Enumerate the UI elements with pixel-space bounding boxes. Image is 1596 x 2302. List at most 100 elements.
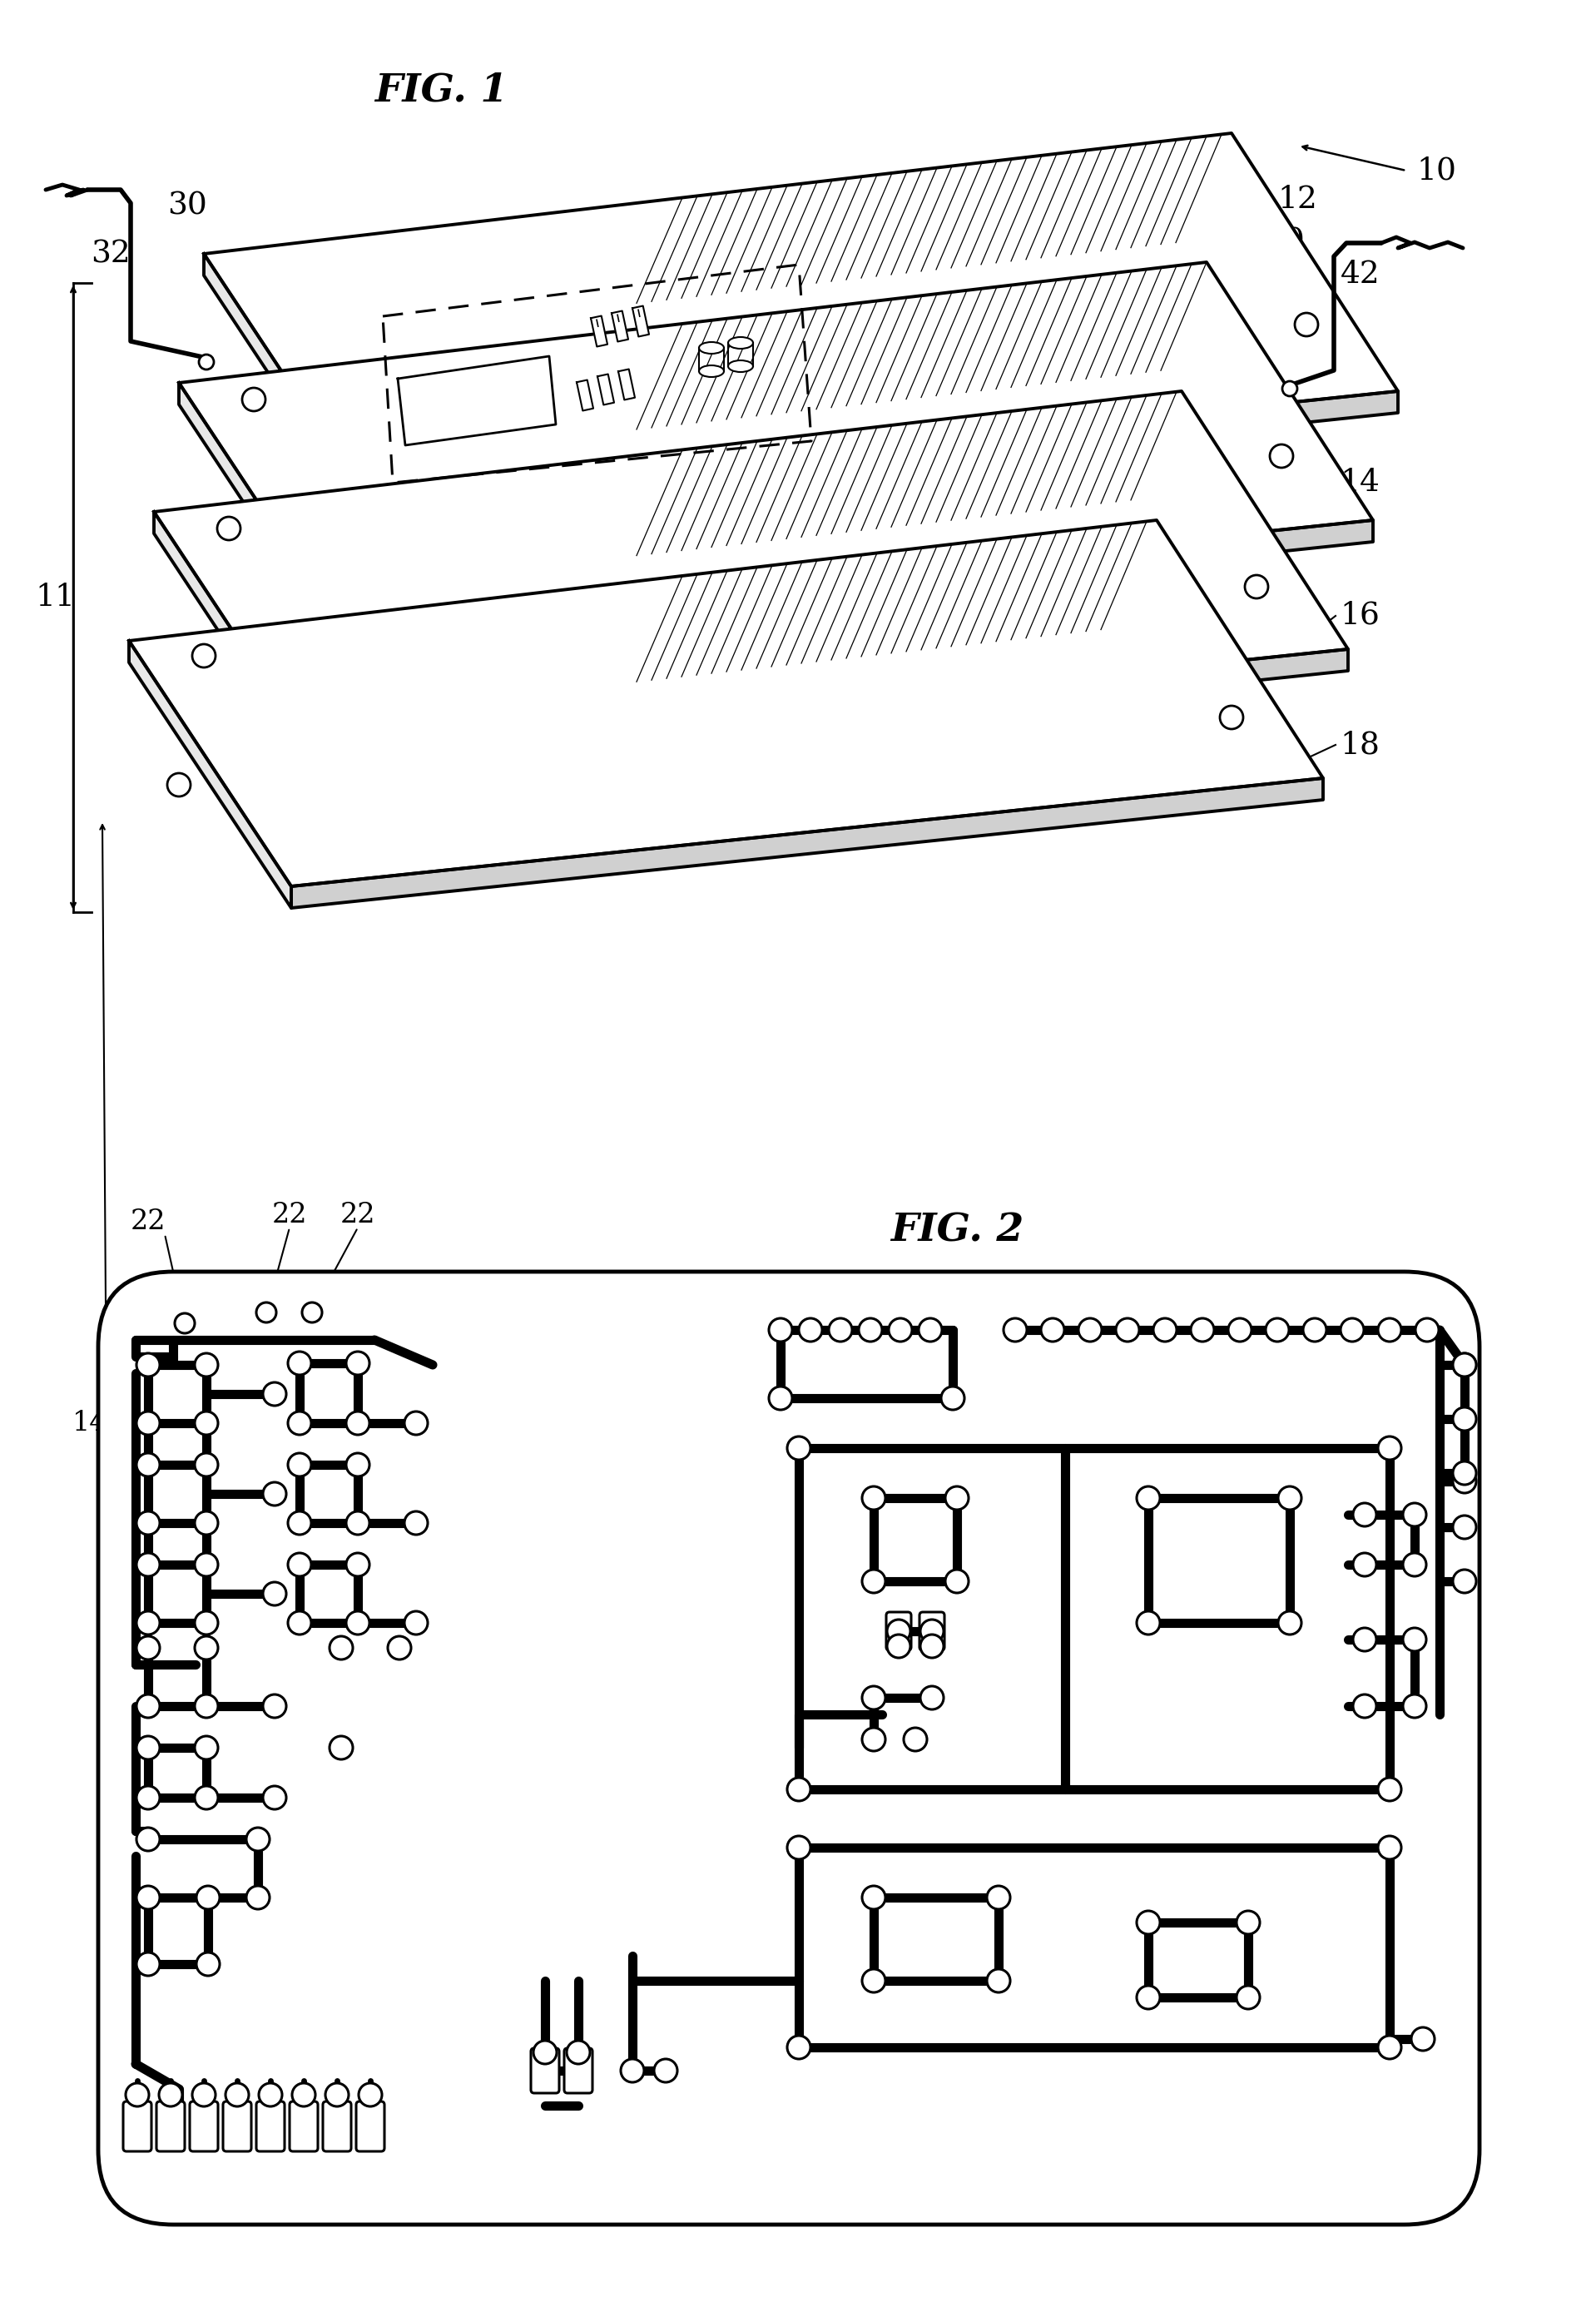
Circle shape — [1229, 1319, 1251, 1342]
FancyBboxPatch shape — [322, 2102, 351, 2152]
FancyBboxPatch shape — [257, 2102, 284, 2152]
Circle shape — [404, 1611, 428, 1634]
FancyBboxPatch shape — [919, 1611, 945, 1651]
Circle shape — [160, 2083, 182, 2106]
Circle shape — [346, 1453, 369, 1476]
Circle shape — [1403, 1554, 1427, 1577]
Circle shape — [243, 387, 265, 412]
Circle shape — [259, 2083, 282, 2106]
Circle shape — [137, 1885, 160, 1908]
Ellipse shape — [699, 366, 725, 378]
FancyBboxPatch shape — [886, 1611, 911, 1651]
Circle shape — [292, 2083, 316, 2106]
Circle shape — [945, 1570, 969, 1593]
Circle shape — [1282, 382, 1298, 396]
Circle shape — [1219, 707, 1243, 730]
Polygon shape — [153, 511, 316, 778]
Circle shape — [195, 1736, 219, 1759]
Circle shape — [1403, 1628, 1427, 1651]
Circle shape — [1302, 1319, 1326, 1342]
Polygon shape — [290, 778, 1323, 907]
Circle shape — [196, 1952, 220, 1975]
Circle shape — [1341, 1319, 1365, 1342]
Text: 16: 16 — [1339, 601, 1379, 631]
Circle shape — [1237, 1987, 1259, 2010]
Polygon shape — [397, 357, 555, 444]
Circle shape — [921, 1685, 943, 1710]
Text: 12: 12 — [1277, 184, 1317, 214]
Circle shape — [1353, 1554, 1376, 1577]
Circle shape — [921, 1621, 943, 1644]
Circle shape — [1377, 1319, 1401, 1342]
Circle shape — [1237, 1911, 1259, 1934]
Circle shape — [862, 1729, 886, 1752]
Circle shape — [1452, 1407, 1476, 1430]
Circle shape — [862, 1885, 886, 1908]
Circle shape — [126, 2083, 148, 2106]
Circle shape — [192, 2083, 215, 2106]
Circle shape — [1136, 1611, 1160, 1634]
Circle shape — [1353, 1628, 1376, 1651]
Circle shape — [986, 1885, 1010, 1908]
Circle shape — [287, 1611, 311, 1634]
Circle shape — [263, 1482, 286, 1506]
Circle shape — [1377, 1777, 1401, 1800]
Circle shape — [1136, 1911, 1160, 1934]
Circle shape — [1353, 1694, 1376, 1717]
Circle shape — [862, 1570, 886, 1593]
Circle shape — [1416, 1319, 1438, 1342]
Circle shape — [1452, 1354, 1476, 1377]
Circle shape — [302, 1303, 322, 1321]
Circle shape — [137, 1637, 160, 1660]
Text: 40: 40 — [1266, 226, 1306, 256]
Circle shape — [919, 1319, 942, 1342]
Circle shape — [1191, 1319, 1215, 1342]
Text: 22: 22 — [271, 1202, 308, 1229]
Circle shape — [287, 1351, 311, 1374]
Circle shape — [1294, 313, 1318, 336]
Polygon shape — [179, 262, 1373, 628]
Circle shape — [137, 1828, 160, 1851]
Text: 18: 18 — [1339, 730, 1379, 760]
Circle shape — [200, 355, 214, 371]
Circle shape — [246, 1885, 270, 1908]
Polygon shape — [129, 520, 1323, 886]
FancyBboxPatch shape — [531, 2049, 559, 2093]
Text: 22: 22 — [340, 1202, 375, 1229]
Circle shape — [1353, 1503, 1376, 1526]
Circle shape — [346, 1411, 369, 1434]
Circle shape — [329, 1736, 353, 1759]
Circle shape — [769, 1386, 792, 1409]
Circle shape — [1452, 1570, 1476, 1593]
Polygon shape — [204, 253, 365, 520]
Polygon shape — [153, 391, 1349, 757]
Circle shape — [359, 2083, 381, 2106]
Circle shape — [1116, 1319, 1140, 1342]
FancyBboxPatch shape — [123, 2102, 152, 2152]
Circle shape — [862, 1968, 886, 1994]
Circle shape — [889, 1319, 911, 1342]
Circle shape — [329, 1637, 353, 1660]
Circle shape — [137, 1611, 160, 1634]
Circle shape — [195, 1637, 219, 1660]
Circle shape — [533, 2040, 557, 2065]
Circle shape — [196, 1885, 220, 1908]
Circle shape — [346, 1351, 369, 1374]
Circle shape — [137, 1411, 160, 1434]
Text: 30: 30 — [168, 191, 207, 221]
Circle shape — [903, 1729, 927, 1752]
Text: 14: 14 — [72, 1409, 107, 1436]
Circle shape — [195, 1786, 219, 1809]
Circle shape — [263, 1384, 286, 1407]
Circle shape — [137, 1786, 160, 1809]
Circle shape — [195, 1611, 219, 1634]
Circle shape — [1079, 1319, 1101, 1342]
Circle shape — [787, 1837, 811, 1860]
Circle shape — [654, 2058, 677, 2083]
Circle shape — [195, 1354, 219, 1377]
Polygon shape — [129, 640, 290, 907]
Polygon shape — [618, 368, 635, 401]
FancyBboxPatch shape — [563, 2049, 592, 2093]
Polygon shape — [316, 649, 1349, 778]
Circle shape — [787, 1777, 811, 1800]
